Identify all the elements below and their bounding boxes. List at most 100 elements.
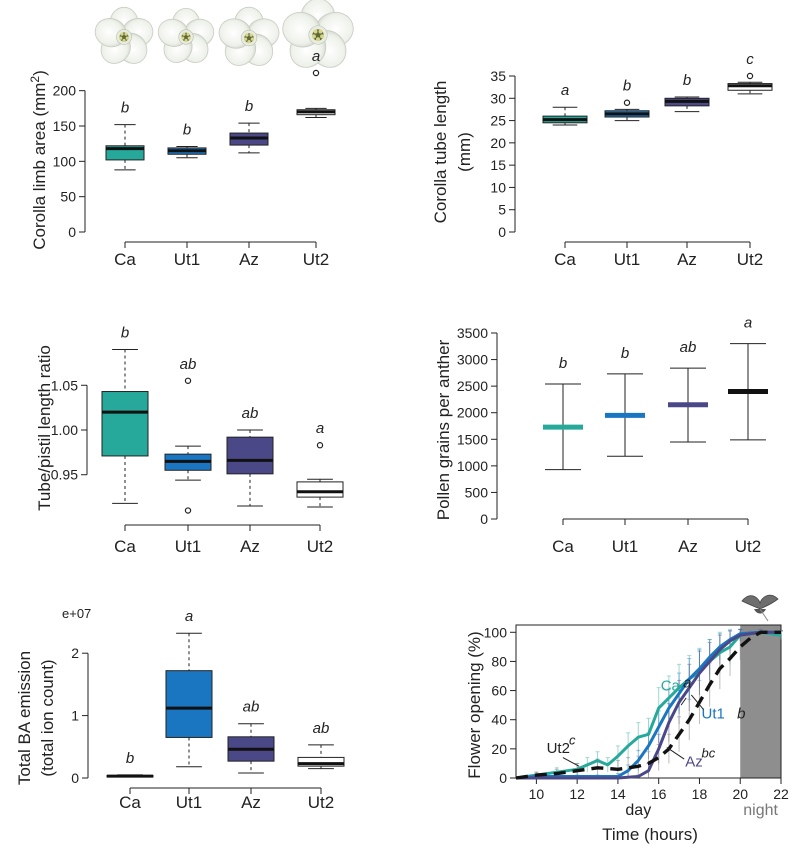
group-letter: b bbox=[737, 705, 745, 722]
leader-Ut2 bbox=[562, 757, 580, 767]
y-tick-label: 150 bbox=[53, 118, 77, 134]
significance-letter: a bbox=[316, 420, 324, 437]
y-tick-label: 1500 bbox=[457, 431, 488, 447]
x-tick-label: Ca bbox=[119, 793, 141, 812]
y-tick-label: 50 bbox=[60, 189, 76, 205]
y-tick-label: 1.00 bbox=[51, 422, 78, 438]
flower-photo-Ut2 bbox=[282, 0, 354, 68]
flower-anther bbox=[243, 37, 248, 41]
y-tick-label: 1.05 bbox=[51, 377, 78, 393]
significance-letter: a bbox=[561, 82, 569, 99]
x-tick-label: 20 bbox=[732, 786, 748, 802]
significance-letter: b bbox=[621, 345, 629, 362]
series-line-Ca bbox=[515, 630, 782, 780]
series-label-Az: Az bbox=[685, 753, 703, 770]
y-tick-label: 2500 bbox=[457, 378, 488, 394]
panel-corolla-tube: Corolla tube length (mm) 0 5 10 15 20 25 30 35 C… bbox=[431, 51, 773, 269]
flower-anther bbox=[186, 32, 190, 36]
y-tick-label: 10 bbox=[490, 179, 506, 195]
flower-anther bbox=[125, 36, 129, 40]
y-tick-label: 15 bbox=[490, 157, 506, 173]
x-tick-label: Ut1 bbox=[175, 537, 201, 556]
significance-letter: ab bbox=[313, 720, 330, 737]
y-tick-label: 0 bbox=[68, 224, 76, 240]
flower-anther bbox=[245, 33, 249, 37]
significance-letter: ab bbox=[180, 356, 197, 373]
flower-anther bbox=[318, 29, 323, 34]
box-Az: b bbox=[229, 98, 269, 154]
ylabel-corolla-tube-2: (mm) bbox=[455, 132, 474, 172]
flower-anther bbox=[320, 34, 325, 39]
flower-anther bbox=[119, 36, 123, 40]
box-Ca: a bbox=[542, 82, 588, 126]
chart-tube-pistil: 0.95 1.00 1.05 Ca Ut1 Az Ut2 b ab ab a bbox=[51, 324, 344, 556]
significance-letter: b bbox=[126, 750, 134, 767]
series-letter-Ut2: c bbox=[569, 732, 576, 747]
chart-corolla-tube: 0 5 10 15 20 25 30 35 Ca Ut1 Az Ut2 a b b c bbox=[490, 51, 773, 269]
significance-letter: a bbox=[744, 315, 752, 332]
xlabel-flower-opening: Time (hours) bbox=[602, 825, 698, 844]
panel-corolla-limb: Corolla limb area (mm2) 0 50 100 150 200 Ca Ut… bbox=[28, 0, 354, 269]
outlier-point bbox=[746, 72, 754, 80]
leader-Ut1 bbox=[690, 694, 704, 710]
ylabel-pollen: Pollen grains per anther bbox=[434, 339, 453, 520]
x-tick-label: Az bbox=[241, 793, 261, 812]
box-Ca: b bbox=[101, 324, 149, 504]
night-label: night bbox=[743, 802, 778, 819]
significance-letter: c bbox=[746, 51, 754, 68]
panel-flower-opening: Flower opening (%) Time (hours) 0 20 40 60 8… bbox=[465, 594, 789, 844]
y-tick-label: 0 bbox=[480, 511, 488, 527]
y-tick-label: 100 bbox=[53, 153, 77, 169]
x-tick-label: Ut1 bbox=[174, 250, 200, 269]
y-tick-label: 30 bbox=[490, 90, 506, 106]
plot-frame bbox=[515, 624, 782, 779]
outlier-point bbox=[184, 377, 192, 384]
box-Ut1: b bbox=[604, 78, 650, 122]
box-Ut1: ab bbox=[164, 356, 212, 514]
x-tick-label: 14 bbox=[610, 786, 626, 802]
significance-letter: a bbox=[312, 48, 320, 65]
y-tick-label: 0 bbox=[71, 770, 79, 786]
x-tick-label: Az bbox=[678, 537, 698, 556]
x-tick-label: Ut2 bbox=[307, 537, 333, 556]
x-tick-label: Az bbox=[239, 250, 259, 269]
box-Ca: b bbox=[106, 750, 154, 778]
flower-anther bbox=[124, 32, 128, 36]
y-tick-label: 3000 bbox=[457, 352, 488, 368]
flower-photos bbox=[94, 0, 354, 68]
x-tick-label: 22 bbox=[773, 786, 789, 802]
y-tick-label: 2000 bbox=[457, 405, 488, 421]
ylabel-corolla-tube-1: Corolla tube length bbox=[431, 81, 450, 224]
flower-anther bbox=[122, 38, 126, 43]
x-tick-label: Az bbox=[677, 250, 697, 269]
x-tick-label: Ut2 bbox=[737, 250, 763, 269]
y-tick-label: 1 bbox=[71, 708, 79, 724]
flower-anther bbox=[316, 37, 320, 42]
x-tick-label: Ut2 bbox=[308, 793, 334, 812]
series-label-Ca: Ca bbox=[661, 678, 681, 695]
significance-letter: b bbox=[683, 72, 691, 89]
x-tick-label: Az bbox=[240, 537, 260, 556]
box-Ut2: a bbox=[296, 48, 336, 119]
x-tick-label: Ca bbox=[114, 537, 136, 556]
x-tick-label: Ut1 bbox=[612, 537, 638, 556]
y-tick-label: 20 bbox=[490, 135, 506, 151]
series-label-Ut2: Ut2 bbox=[547, 740, 570, 757]
box-Ut1: a bbox=[165, 608, 213, 768]
x-tick-label: Ca bbox=[554, 250, 576, 269]
flower-anther bbox=[184, 38, 188, 42]
flower-photo-Az bbox=[218, 6, 280, 66]
day-label: day bbox=[625, 802, 651, 819]
y-tick-label: 200 bbox=[53, 83, 77, 99]
significance-letter: b bbox=[121, 324, 129, 341]
x-tick-label: Ut2 bbox=[303, 250, 329, 269]
box-Ut2: ab bbox=[297, 720, 345, 770]
series-letter-Ca: a bbox=[683, 675, 691, 692]
significance-letter: ab bbox=[242, 405, 259, 422]
series-line-Az bbox=[516, 630, 781, 780]
y-tick-label: 5 bbox=[498, 202, 506, 218]
ylabel-corolla-limb: Corolla limb area (mm2) bbox=[28, 70, 49, 250]
chart-ba-emission: 0 1 2 Ca Ut1 Az Ut2 b a ab ab bbox=[71, 608, 345, 812]
box-Ut2: a bbox=[296, 420, 344, 508]
